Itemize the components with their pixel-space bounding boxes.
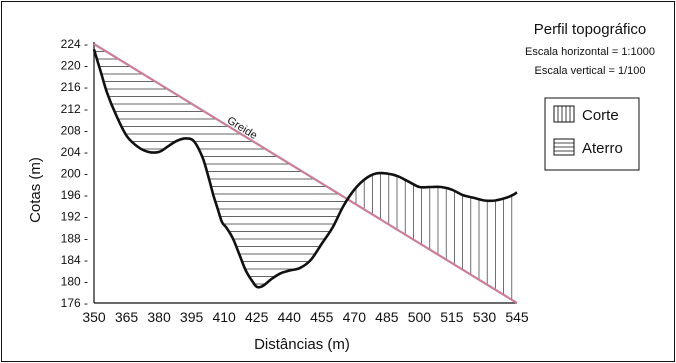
legend-corte-label: Corte <box>582 107 619 124</box>
y-tick-label: 212 - <box>61 102 88 116</box>
x-tick-label: 500 <box>408 309 432 325</box>
x-tick-label: 425 <box>245 309 269 325</box>
y-tick-label: 204 - <box>61 145 88 159</box>
y-axis-ticks: 176 - 180 - 184 - 188 - 192 - 196 - 200 - 204 -… <box>61 37 88 310</box>
x-tick-label: 350 <box>82 309 106 325</box>
x-tick-label: 395 <box>180 309 204 325</box>
y-axis-label: Cotas (m) <box>27 157 44 223</box>
axes <box>93 42 517 304</box>
x-axis-ticks: 350 365 380 395 410 425 440 455 470 485 500 515 530 5… <box>82 309 529 325</box>
y-tick-label: 220 - <box>61 59 88 73</box>
x-tick-label: 440 <box>278 309 302 325</box>
series-lines <box>92 43 518 304</box>
y-tick-label: 200 - <box>61 167 88 181</box>
y-tick-label: 192 - <box>61 210 88 224</box>
terrain-line <box>92 49 518 289</box>
y-tick-label: 176 - <box>61 296 88 310</box>
greide-line <box>93 43 518 304</box>
y-tick-label: 224 - <box>61 37 88 51</box>
legend-corte-swatch <box>553 105 575 123</box>
x-tick-label: 485 <box>375 309 399 325</box>
y-tick-label: 196 - <box>61 188 88 202</box>
chart-subtitle-horizontal: Escala horizontal = 1:1000 <box>525 46 655 58</box>
y-tick-label: 188 - <box>61 231 88 245</box>
x-tick-label: 515 <box>440 309 464 325</box>
y-tick-label: 180 - <box>61 274 88 288</box>
y-tick-label: 216 - <box>61 80 88 94</box>
legend: Corte Aterro <box>544 97 640 171</box>
x-tick-label: 545 <box>505 309 529 325</box>
x-tick-label: 410 <box>212 309 236 325</box>
y-tick-label: 208 - <box>61 123 88 137</box>
x-tick-label: 380 <box>147 309 171 325</box>
legend-aterro-label: Aterro <box>582 140 623 157</box>
x-axis-label: Distâncias (m) <box>254 336 350 353</box>
x-tick-label: 470 <box>343 309 367 325</box>
chart-title: Perfil topográfico <box>534 21 647 38</box>
x-tick-label: 365 <box>115 309 139 325</box>
chart-subtitle-vertical: Escala vertical = 1/100 <box>535 65 646 77</box>
y-tick-label: 184 - <box>61 253 88 267</box>
x-tick-label: 530 <box>473 309 497 325</box>
x-tick-label: 455 <box>310 309 334 325</box>
legend-aterro-swatch <box>553 138 575 156</box>
